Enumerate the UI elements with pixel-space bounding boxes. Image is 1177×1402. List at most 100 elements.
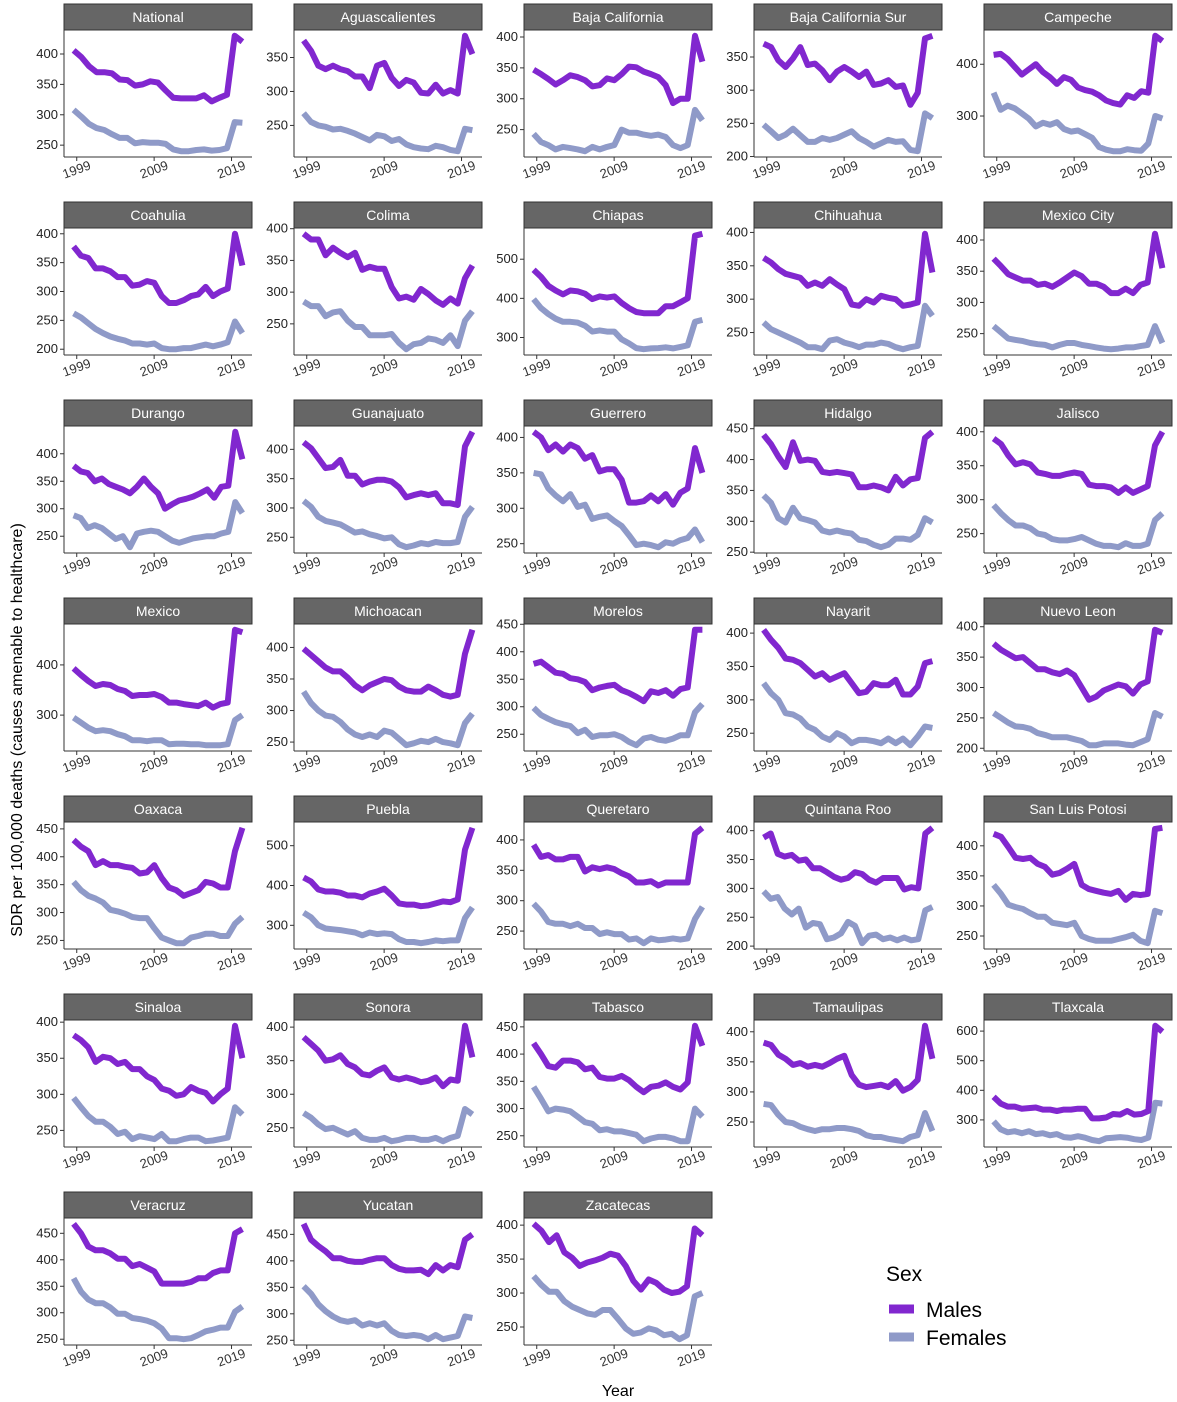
y-tick-label: 300 [956, 108, 978, 123]
x-tick-label: 2009 [1058, 950, 1090, 974]
x-tick-label: 2009 [598, 554, 630, 578]
panel-jalisco: Jalisco 250 300 350 400 1999 2009 2019 [956, 399, 1173, 578]
y-tick-label: 350 [266, 471, 288, 486]
panel-strip [753, 201, 943, 229]
y-tick-label: 400 [36, 849, 58, 864]
x-tick-label: 2019 [445, 1346, 477, 1370]
x-tick-label: 1999 [520, 1346, 552, 1370]
series-males-line [762, 825, 935, 893]
panel-title: Zacatecas [586, 1197, 651, 1213]
x-tick-label: 2019 [905, 950, 937, 974]
y-tick-label: 350 [36, 1050, 58, 1065]
panel-guerrero: Guerrero 250 300 350 400 1999 2009 2019 [496, 399, 713, 578]
x-tick-label: 2009 [598, 1346, 630, 1370]
x-tick-label: 2009 [368, 1346, 400, 1370]
x-tick-label: 2009 [828, 554, 860, 578]
x-tick-label: 2019 [445, 752, 477, 776]
panel-colima: Colima 250 300 350 400 1999 2009 2019 [266, 201, 483, 380]
y-tick-label: 250 [726, 909, 748, 924]
panel-queretaro: Queretaro 250 300 350 400 1999 2009 2019 [496, 795, 713, 974]
panel-strip [523, 993, 713, 1021]
y-tick-label: 250 [496, 122, 518, 137]
y-tick-label: 350 [36, 255, 58, 270]
x-tick-label: 1999 [290, 1148, 322, 1172]
x-tick-label: 2019 [905, 554, 937, 578]
series-females-line [301, 1106, 475, 1145]
x-tick-label: 1999 [750, 554, 782, 578]
x-tick-label: 2019 [215, 356, 247, 380]
y-tick-label: 500 [266, 838, 288, 853]
x-tick-label: 2019 [675, 752, 707, 776]
series-females-line [301, 689, 475, 749]
series-males-line [302, 826, 476, 910]
panel-title: San Luis Potosi [1029, 801, 1126, 817]
series-females-line [71, 712, 245, 749]
y-tick-label: 200 [726, 149, 748, 164]
series-females-line [70, 1276, 245, 1343]
y-tick-label: 250 [266, 734, 288, 749]
panel-michoacan: Michoacan 250 300 350 400 1999 2009 2019 [266, 597, 483, 776]
y-axis-title: SDR per 100,000 deaths (causes amenable … [9, 523, 26, 937]
panel-title: Sinaloa [135, 999, 182, 1015]
x-tick-label: 2009 [598, 356, 630, 380]
y-tick-label: 250 [36, 932, 58, 947]
panel-title: Coahulia [130, 207, 185, 223]
y-tick-label: 400 [956, 424, 978, 439]
y-tick-label: 250 [496, 536, 518, 551]
x-tick-label: 2009 [138, 1346, 170, 1370]
y-tick-label: 350 [496, 60, 518, 75]
y-tick-label: 300 [726, 291, 748, 306]
y-tick-label: 250 [726, 115, 748, 130]
panel-baja-california-sur: Baja California Sur 200 250 300 350 1999 2009 2… [726, 3, 943, 182]
y-tick-label: 400 [266, 878, 288, 893]
panel-title: Guanajuato [352, 405, 425, 421]
panel-strip [753, 399, 943, 427]
panel-strip [63, 993, 253, 1021]
panel-title: Morelos [593, 603, 643, 619]
panel-title: Mexico City [1042, 207, 1114, 223]
x-tick-label: 2019 [905, 752, 937, 776]
series-females-line [301, 498, 475, 551]
panel-morelos: Morelos 250 300 350 400 450 1999 2009 2019 [496, 597, 713, 776]
x-tick-label: 1999 [520, 1148, 552, 1172]
panel-title: Colima [366, 207, 410, 223]
panel-strip [63, 399, 253, 427]
panel-title: Yucatan [363, 1197, 414, 1213]
x-tick-label: 2009 [1058, 1148, 1090, 1172]
x-tick-label: 2019 [1135, 554, 1167, 578]
x-tick-label: 1999 [520, 158, 552, 182]
series-females-line [991, 882, 1164, 947]
panel-aguascalientes: Aguascalientes 250 300 350 1999 2009 2019 [266, 3, 483, 182]
x-tick-label: 2009 [138, 1148, 170, 1172]
x-tick-label: 2019 [215, 554, 247, 578]
series-males-line [992, 824, 1163, 903]
series-males-line [301, 32, 476, 97]
panel-strip [753, 597, 943, 625]
panel-strip [523, 3, 713, 31]
y-tick-label: 300 [266, 83, 288, 98]
y-tick-label: 400 [266, 221, 288, 236]
x-tick-label: 2009 [1058, 752, 1090, 776]
y-tick-label: 400 [956, 838, 978, 853]
series-females-line [301, 1284, 473, 1343]
x-tick-label: 2019 [215, 1346, 247, 1370]
x-tick-label: 1999 [60, 950, 92, 974]
x-tick-label: 2019 [905, 1148, 937, 1172]
series-females-line [531, 106, 705, 155]
x-tick-label: 2009 [368, 752, 400, 776]
x-tick-label: 1999 [60, 356, 92, 380]
y-tick-label: 250 [956, 928, 978, 943]
y-tick-label: 400 [36, 46, 58, 61]
legend-item-males: Males [889, 1299, 982, 1322]
panel-durango: Durango 250 300 350 400 1999 2009 2019 [36, 399, 253, 578]
panel-title: Aguascalientes [341, 9, 436, 25]
x-tick-label: 2019 [445, 158, 477, 182]
x-tick-label: 2009 [138, 950, 170, 974]
y-tick-label: 300 [36, 107, 58, 122]
y-tick-label: 300 [36, 905, 58, 920]
y-tick-label: 300 [726, 880, 748, 895]
x-tick-label: 1999 [290, 158, 322, 182]
panel-chihuahua: Chihuahua 250 300 350 400 1999 2009 2019 [726, 201, 943, 380]
series-males-line [761, 628, 934, 698]
y-tick-label: 250 [266, 529, 288, 544]
